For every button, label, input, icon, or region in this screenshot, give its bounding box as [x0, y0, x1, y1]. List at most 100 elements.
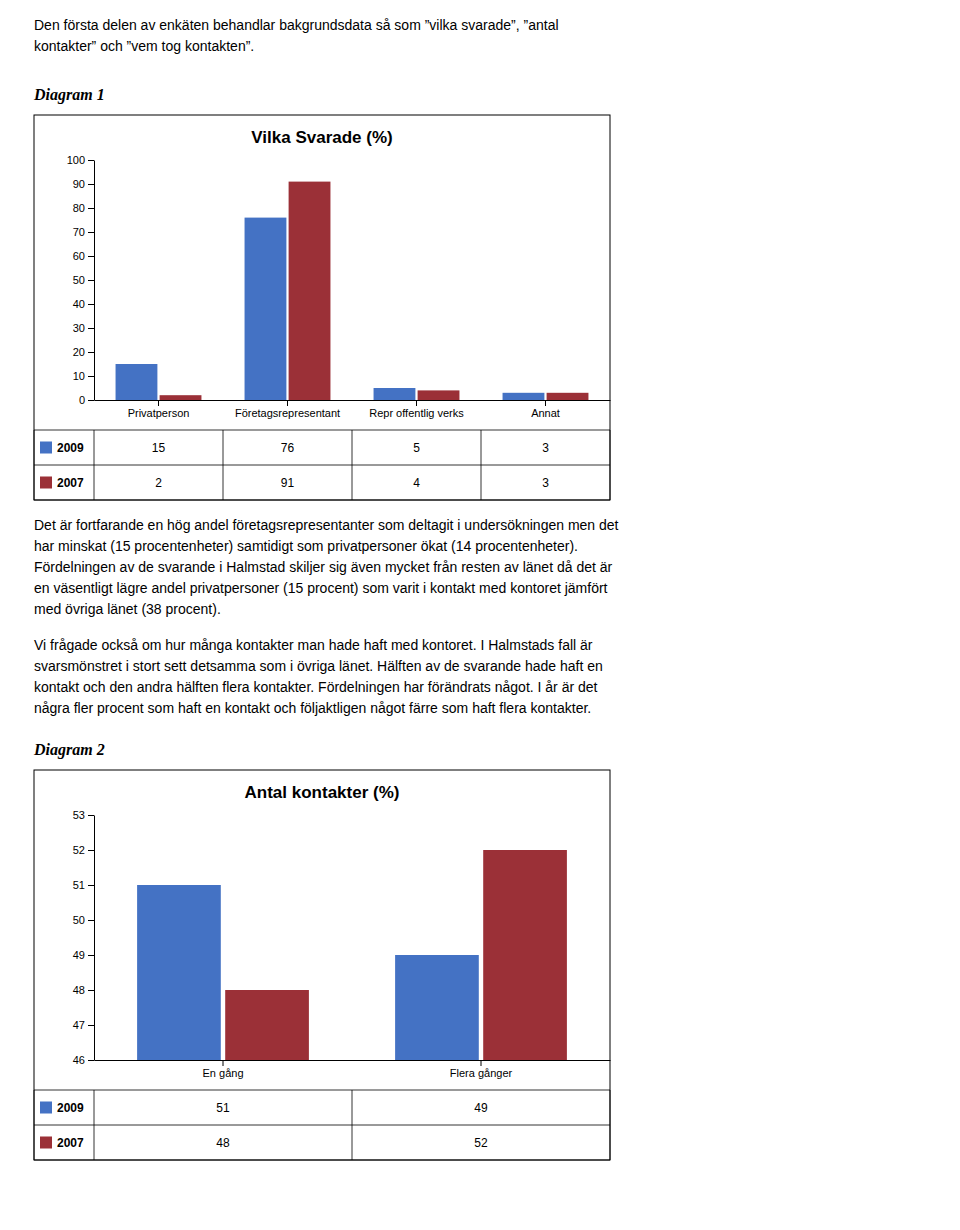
bar [395, 955, 479, 1060]
tick-label: 0 [79, 394, 85, 406]
legend-swatch [40, 442, 52, 454]
paragraph-line: Det är fortfarande en hög andel företags… [34, 517, 619, 533]
tick-mark [88, 850, 94, 851]
table-rule [94, 1090, 95, 1160]
tick-mark [88, 1025, 94, 1026]
table-rule [34, 430, 610, 431]
table-value: 48 [216, 1136, 230, 1150]
bar [245, 218, 287, 400]
table-rule [34, 465, 610, 466]
y-axis: 0102030405060708090100 [67, 154, 95, 406]
tick-mark [287, 400, 288, 406]
axis-line [95, 400, 611, 401]
tick-label: 47 [73, 1019, 85, 1031]
diagram-label: Diagram 1 [33, 86, 105, 104]
axis-line [94, 161, 95, 401]
y-tick: 50 [73, 274, 94, 286]
tick-mark [88, 885, 94, 886]
tick-mark [223, 1060, 224, 1066]
tick-mark [545, 400, 546, 406]
chart-title: Antal kontakter (%) [245, 783, 400, 802]
x-tick: Repr offentlig verks [369, 400, 464, 419]
table-rule [481, 430, 482, 500]
table-value: 4 [413, 476, 420, 490]
tick-label: 80 [73, 202, 85, 214]
table-value: 3 [542, 441, 549, 455]
bar [374, 388, 416, 400]
y-tick: 49 [73, 949, 94, 961]
table-value: 76 [281, 441, 295, 455]
chart-frame [34, 115, 610, 500]
tick-mark [88, 184, 94, 185]
tick-mark [88, 920, 94, 921]
y-axis: 4647484950515253 [73, 809, 95, 1066]
tick-mark [88, 280, 94, 281]
data-table: 2009514920074852 [34, 1090, 610, 1160]
legend-swatch [40, 477, 52, 489]
table-value: 52 [474, 1136, 488, 1150]
intro-text: Den första delen av enkäten behandlar ba… [34, 17, 559, 54]
paragraph-line: Den första delen av enkäten behandlar ba… [34, 17, 559, 33]
tick-mark [88, 815, 94, 816]
paragraph-line: med övriga länet (38 procent). [34, 601, 221, 617]
axis-line [95, 1060, 611, 1061]
tick-label: 60 [73, 250, 85, 262]
table-value: 5 [413, 441, 420, 455]
table-rule [94, 430, 95, 500]
bar-series [160, 182, 589, 400]
tick-label: 50 [73, 274, 85, 286]
tick-label: En gång [203, 1067, 244, 1079]
y-tick: 30 [73, 322, 94, 334]
diagram-label: Diagram 2 [33, 741, 105, 759]
tick-label: 48 [73, 984, 85, 996]
y-tick: 51 [73, 879, 94, 891]
tick-label: 100 [67, 154, 85, 166]
y-tick: 60 [73, 250, 94, 262]
tick-label: Repr offentlig verks [369, 407, 464, 419]
y-tick: 20 [73, 346, 94, 358]
y-tick: 40 [73, 298, 94, 310]
tick-mark [88, 400, 94, 401]
x-tick: Företagsrepresentant [235, 400, 340, 419]
bar [418, 390, 460, 400]
tick-label: 20 [73, 346, 85, 358]
bar [137, 885, 221, 1060]
x-tick: En gång [203, 1060, 244, 1079]
mid-text: Det är fortfarande en hög andel företags… [34, 517, 619, 617]
tick-label: 40 [73, 298, 85, 310]
tick-label: 53 [73, 809, 85, 821]
bar [289, 182, 331, 400]
tick-label: 10 [73, 370, 85, 382]
x-tick: Privatperson [128, 400, 190, 419]
axis-line [94, 816, 95, 1061]
tick-label: 52 [73, 844, 85, 856]
paragraph-line: Vi frågade också om hur många kontakter … [34, 637, 593, 653]
legend-swatch [40, 1137, 52, 1149]
tick-label: Företagsrepresentant [235, 407, 340, 419]
tick-label: 50 [73, 914, 85, 926]
tick-label: 70 [73, 226, 85, 238]
table-rule [34, 1090, 610, 1091]
paragraph-line: kontakter” och ”vem tog kontakten”. [34, 38, 254, 54]
legend-entry: 2009 [57, 441, 84, 455]
paragraph-line: några fler procent som haft en kontakt o… [34, 700, 591, 716]
tick-mark [88, 304, 94, 305]
table-value: 3 [542, 476, 549, 490]
bar-series [137, 885, 479, 1060]
page: Den första delen av enkäten behandlar ba… [0, 0, 960, 1230]
tick-mark [88, 376, 94, 377]
table-rule [352, 430, 353, 500]
tick-label: Privatperson [128, 407, 190, 419]
paragraph-line: kontakt och den andra hälften flera kont… [34, 679, 598, 695]
bar [160, 395, 202, 400]
tick-mark [481, 1060, 482, 1066]
table-rule [352, 1090, 353, 1160]
paragraph-line: har minskat (15 procentenheter) samtidig… [34, 538, 578, 554]
tick-mark [88, 1060, 94, 1061]
x-axis: Privatperson Företagsrepresentant Repr off… [95, 400, 611, 419]
y-tick: 0 [79, 394, 94, 406]
tick-mark [416, 400, 417, 406]
y-tick: 52 [73, 844, 94, 856]
table-rule [223, 430, 224, 500]
bar [483, 850, 567, 1060]
